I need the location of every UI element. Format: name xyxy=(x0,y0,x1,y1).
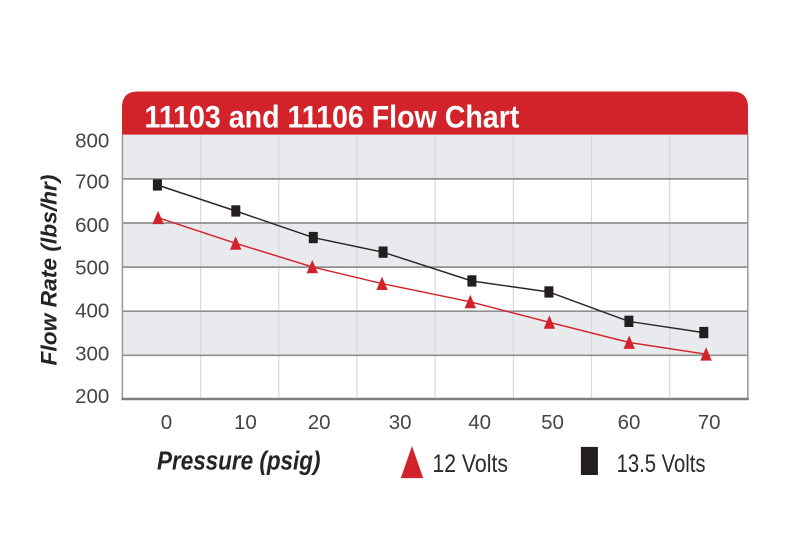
svg-text:800: 800 xyxy=(75,129,109,152)
svg-text:Pressure (psig): Pressure (psig) xyxy=(157,447,320,476)
svg-text:70: 70 xyxy=(698,411,721,434)
svg-text:30: 30 xyxy=(389,411,412,434)
svg-text:60: 60 xyxy=(618,411,641,434)
svg-text:Flow Rate (lbs/hr): Flow Rate (lbs/hr) xyxy=(37,175,62,366)
svg-text:700: 700 xyxy=(75,171,109,194)
svg-text:0: 0 xyxy=(161,411,172,434)
svg-text:11103 and 11106 Flow Chart: 11103 and 11106 Flow Chart xyxy=(145,100,520,135)
svg-text:10: 10 xyxy=(234,411,257,434)
svg-text:12 Volts: 12 Volts xyxy=(432,449,508,477)
svg-text:500: 500 xyxy=(75,257,109,280)
svg-text:50: 50 xyxy=(541,411,564,434)
svg-text:13.5 Volts: 13.5 Volts xyxy=(617,449,706,478)
svg-text:20: 20 xyxy=(308,411,331,434)
svg-text:200: 200 xyxy=(75,385,109,408)
svg-text:400: 400 xyxy=(75,300,109,323)
svg-text:40: 40 xyxy=(468,411,491,434)
svg-text:600: 600 xyxy=(75,214,109,237)
svg-text:300: 300 xyxy=(75,342,109,365)
